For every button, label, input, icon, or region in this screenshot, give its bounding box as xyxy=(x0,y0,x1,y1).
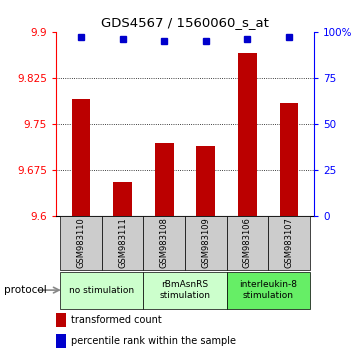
Text: interleukin-8
stimulation: interleukin-8 stimulation xyxy=(239,280,297,300)
Text: protocol: protocol xyxy=(4,285,46,295)
Bar xyxy=(60,272,143,309)
Bar xyxy=(196,145,215,216)
Bar xyxy=(113,183,132,216)
Title: GDS4567 / 1560060_s_at: GDS4567 / 1560060_s_at xyxy=(101,16,269,29)
Bar xyxy=(185,216,227,270)
Bar xyxy=(280,103,299,216)
Bar xyxy=(56,313,66,327)
Bar xyxy=(71,99,90,216)
Text: GSM983106: GSM983106 xyxy=(243,218,252,268)
Text: GSM983107: GSM983107 xyxy=(284,218,293,268)
Bar xyxy=(60,216,102,270)
Text: GSM983110: GSM983110 xyxy=(77,218,86,268)
Text: no stimulation: no stimulation xyxy=(69,286,134,295)
Text: GSM983108: GSM983108 xyxy=(160,218,169,268)
Bar xyxy=(56,334,66,348)
Text: transformed count: transformed count xyxy=(71,315,162,325)
Text: rBmAsnRS
stimulation: rBmAsnRS stimulation xyxy=(160,280,210,300)
Bar xyxy=(268,216,310,270)
Bar xyxy=(155,143,174,216)
Bar xyxy=(238,53,257,216)
Text: GSM983111: GSM983111 xyxy=(118,218,127,268)
Bar xyxy=(102,216,143,270)
Bar xyxy=(227,272,310,309)
Text: GSM983109: GSM983109 xyxy=(201,218,210,268)
Text: percentile rank within the sample: percentile rank within the sample xyxy=(71,336,236,346)
Bar xyxy=(227,216,268,270)
Bar xyxy=(143,216,185,270)
Bar xyxy=(143,272,227,309)
